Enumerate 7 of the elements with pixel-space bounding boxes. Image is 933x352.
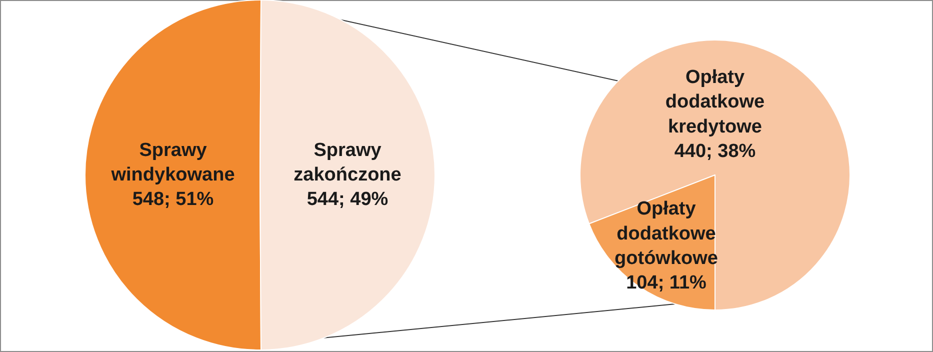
pie-slice: [580, 40, 850, 310]
data-label: 440; 38%: [674, 141, 756, 162]
slice-label: Opłaty dodatkowe kredytowe: [665, 66, 765, 138]
data-label: 548; 51%: [132, 189, 214, 210]
slice-label: Sprawy zakończone: [294, 140, 402, 186]
data-label: 544; 49%: [306, 189, 388, 210]
slice-label: Sprawy windykowane: [110, 140, 235, 186]
